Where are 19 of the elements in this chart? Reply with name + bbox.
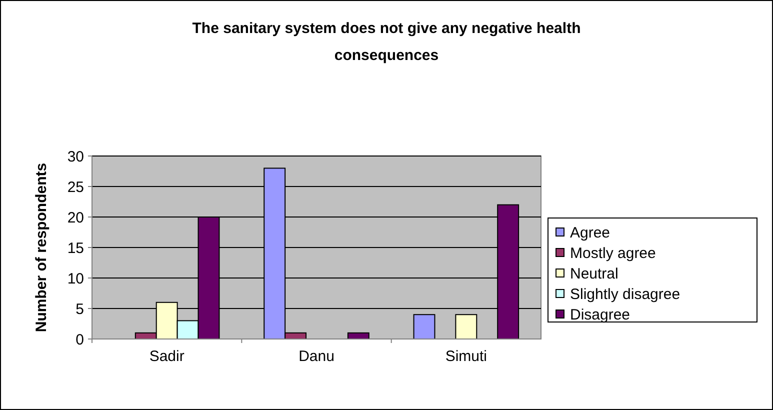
y-tick-label: 15 <box>67 240 84 257</box>
legend-label: Mostly agree <box>570 244 656 262</box>
x-tick-label: Danu <box>298 348 334 365</box>
y-tick-label: 30 <box>67 148 84 166</box>
legend-label: Agree <box>570 224 610 242</box>
x-tick-label: Simuti <box>445 348 488 365</box>
y-axis-title: Number of respondents <box>33 162 50 332</box>
y-tick-label: 5 <box>76 300 84 318</box>
bar <box>455 314 478 340</box>
chart-title: The sanitary system does not give any negative health consequences <box>192 20 581 64</box>
y-tick-label: 0 <box>76 331 84 348</box>
legend-label: Neutral <box>570 265 618 282</box>
legend-label: Slightly disagree <box>570 286 680 303</box>
legend-label: Disagree <box>570 306 630 324</box>
bar <box>413 314 436 340</box>
x-tick-label: Sadir <box>149 348 184 365</box>
y-tick-label: 25 <box>67 178 84 196</box>
y-tick-label: 10 <box>67 270 84 288</box>
y-tick-label: 20 <box>67 209 84 226</box>
